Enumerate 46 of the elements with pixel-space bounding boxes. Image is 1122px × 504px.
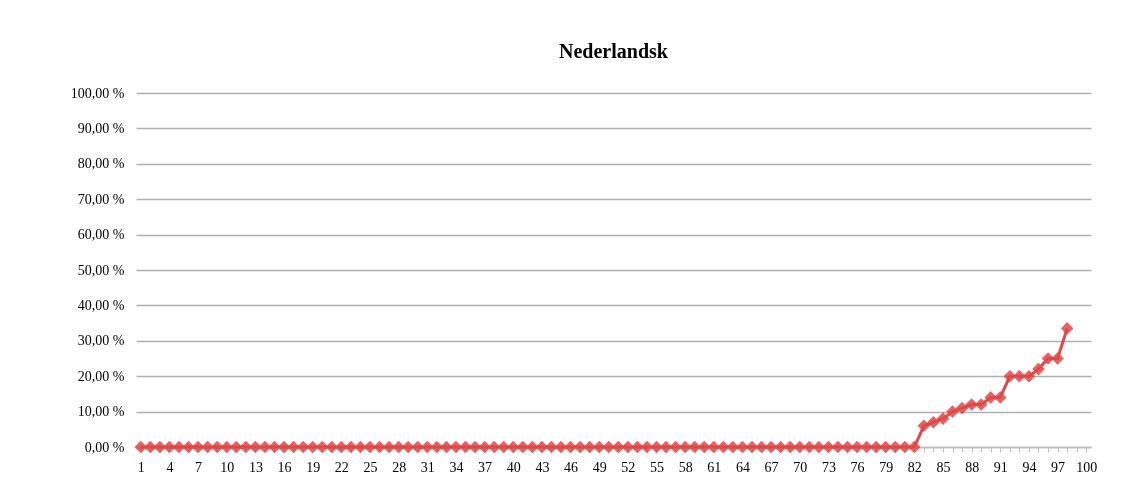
x-tick-label: 7 — [195, 459, 203, 475]
x-tick-label: 100 — [1076, 459, 1098, 475]
y-tick-label: 40,00 % — [77, 297, 125, 313]
y-tick-label: 70,00 % — [77, 191, 125, 207]
x-tick-label: 28 — [392, 459, 407, 475]
x-tick-label: 49 — [592, 459, 607, 475]
x-tick-label: 55 — [649, 459, 664, 475]
y-tick-label: 10,00 % — [77, 404, 125, 420]
x-tick-label: 22 — [334, 459, 349, 475]
x-tick-label: 46 — [564, 459, 579, 475]
y-tick-label: 20,00 % — [77, 368, 125, 384]
x-tick-label: 88 — [965, 459, 980, 475]
x-tick-label: 64 — [735, 459, 750, 475]
x-tick-label: 82 — [907, 459, 922, 475]
x-tick-label: 19 — [306, 459, 321, 475]
y-tick-label: 100,00 % — [70, 85, 125, 101]
x-tick-label: 70 — [793, 459, 808, 475]
x-tick-label: 13 — [248, 459, 263, 475]
x-tick-label: 1 — [137, 459, 145, 475]
x-tick-label: 58 — [678, 459, 693, 475]
x-tick-label: 97 — [1051, 459, 1066, 475]
x-tick-label: 31 — [420, 459, 435, 475]
x-tick-label: 43 — [535, 459, 550, 475]
y-tick-label: 30,00 % — [77, 333, 125, 349]
x-tick-label: 73 — [821, 459, 836, 475]
x-tick-label: 25 — [363, 459, 378, 475]
x-tick-label: 91 — [993, 459, 1008, 475]
x-tick-label: 79 — [879, 459, 894, 475]
x-tick-label: 94 — [1022, 459, 1037, 475]
x-tick-label: 67 — [764, 459, 779, 475]
y-tick-label: 80,00 % — [77, 156, 125, 172]
y-tick-label: 60,00 % — [77, 227, 125, 243]
y-tick-label: 50,00 % — [77, 262, 125, 278]
x-tick-label: 85 — [936, 459, 951, 475]
y-tick-label: 0,00 % — [84, 439, 125, 455]
chart-title: Nederlandsk — [559, 40, 669, 62]
x-tick-label: 16 — [277, 459, 292, 475]
x-tick-label: 61 — [707, 459, 722, 475]
x-tick-label: 40 — [506, 459, 521, 475]
x-tick-label: 10 — [220, 459, 235, 475]
x-tick-label: 37 — [478, 459, 493, 475]
x-tick-label: 76 — [850, 459, 865, 475]
y-tick-label: 90,00 % — [77, 120, 125, 136]
x-tick-label: 4 — [166, 459, 174, 475]
x-tick-label: 34 — [449, 459, 464, 475]
x-tick-label: 52 — [621, 459, 636, 475]
